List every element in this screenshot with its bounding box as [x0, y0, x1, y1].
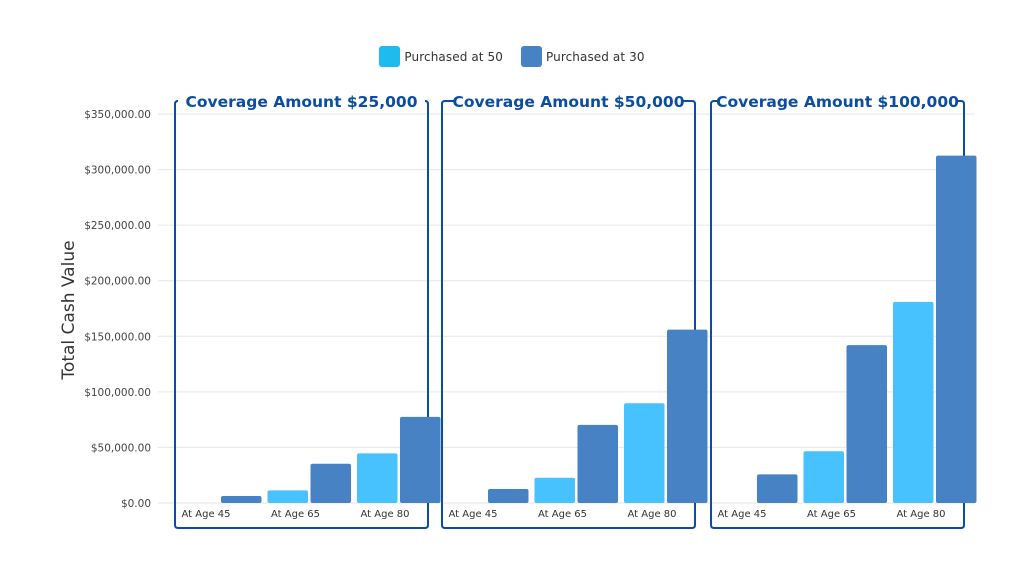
gridlines	[158, 113, 975, 504]
panel-title: Coverage Amount $50,000	[452, 93, 684, 111]
legend-label: Purchased at 30	[546, 49, 645, 64]
x-tick-label: At Age 45	[448, 509, 497, 520]
y-tick-label: $300,000.00	[84, 165, 151, 177]
bar-purchased-at-50-at-age-65[interactable]	[267, 490, 309, 503]
y-tick-label: $0.00	[121, 498, 151, 510]
panel-frame	[174, 100, 429, 529]
y-tick-label: $350,000.00	[84, 109, 151, 121]
panel-3: Coverage Amount $100,000 At Age 45 At Age …	[710, 93, 977, 529]
panel-2: Coverage Amount $50,000 At Age 45 At Age 6…	[441, 93, 708, 529]
x-tick-label: At Age 80	[896, 509, 945, 520]
bar-purchased-at-50-at-age-80[interactable]	[624, 403, 665, 503]
x-tick-label: At Age 65	[807, 509, 856, 520]
bar-purchased-at-30-at-age-80[interactable]	[936, 155, 977, 503]
bar-purchased-at-30-at-age-45[interactable]	[488, 488, 529, 503]
bar-purchased-at-30-at-age-65[interactable]	[577, 424, 619, 503]
y-tick-label: $150,000.00	[84, 331, 151, 343]
x-tick-label: At Age 80	[360, 509, 409, 520]
y-tick-label: $250,000.00	[84, 220, 151, 232]
y-axis-label: Total Cash Value	[59, 240, 79, 380]
bar-purchased-at-30-at-age-45[interactable]	[221, 495, 262, 503]
bar-purchased-at-50-at-age-65[interactable]	[803, 451, 845, 503]
panel-frame	[710, 100, 965, 529]
y-tick-label: $100,000.00	[84, 387, 151, 399]
panel-title: Coverage Amount $100,000	[716, 93, 959, 111]
bar-purchased-at-50-at-age-80[interactable]	[357, 453, 398, 503]
bar-purchased-at-50-at-age-65[interactable]	[534, 477, 576, 503]
legend-item-purchased-at-50[interactable]: Purchased at 50	[379, 46, 503, 67]
bar-purchased-at-30-at-age-65[interactable]	[310, 463, 352, 503]
x-tick-label: At Age 65	[271, 509, 320, 520]
legend-label: Purchased at 50	[404, 49, 503, 64]
bar-purchased-at-50-at-age-80[interactable]	[893, 301, 934, 503]
legend-item-purchased-at-30[interactable]: Purchased at 30	[521, 46, 645, 67]
y-tick-label: $200,000.00	[84, 276, 151, 288]
x-tick-label: At Age 65	[538, 509, 587, 520]
x-tick-label: At Age 45	[717, 509, 766, 520]
bar-purchased-at-30-at-age-80[interactable]	[667, 329, 708, 503]
panel-frame	[441, 100, 696, 529]
legend-swatch-purchased-at-50	[379, 46, 401, 67]
x-tick-label: At Age 80	[627, 509, 676, 520]
legend-swatch-purchased-at-30	[521, 46, 542, 67]
panel-title: Coverage Amount $25,000	[185, 93, 417, 111]
bar-purchased-at-30-at-age-45[interactable]	[757, 474, 798, 503]
bar-purchased-at-30-at-age-65[interactable]	[846, 345, 888, 503]
y-tick-label: $50,000.00	[91, 442, 151, 454]
bar-purchased-at-30-at-age-80[interactable]	[400, 416, 441, 503]
x-tick-label: At Age 45	[181, 509, 230, 520]
y-axis: $0.00 $50,000.00 $100,000.00 $150,000.00 $20…	[84, 109, 151, 510]
panels: Coverage Amount $25,000 At Age 45 At Age 6…	[174, 93, 977, 529]
panel-1: Coverage Amount $25,000 At Age 45 At Age 6…	[174, 93, 441, 529]
legend: Purchased at 50 Purchased at 30	[0, 46, 1024, 67]
